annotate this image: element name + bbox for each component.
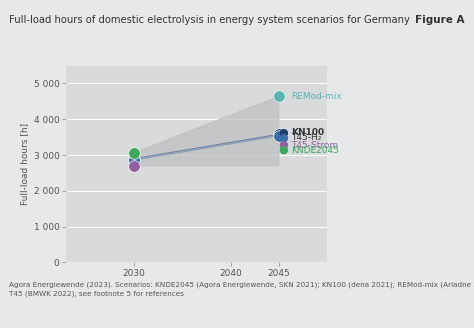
Text: Full-load hours of domestic electrolysis in energy system scenarios for Germany: Full-load hours of domestic electrolysis… bbox=[9, 15, 410, 25]
Point bbox=[130, 150, 138, 155]
Text: T45-Strom: T45-Strom bbox=[291, 140, 338, 150]
Text: ●: ● bbox=[279, 145, 288, 155]
Polygon shape bbox=[134, 96, 279, 166]
Point bbox=[275, 132, 283, 137]
Text: REMod-mix: REMod-mix bbox=[291, 92, 341, 101]
Text: ●: ● bbox=[279, 140, 288, 150]
Text: T45-H₂: T45-H₂ bbox=[291, 133, 321, 142]
Text: ●: ● bbox=[279, 132, 288, 142]
Text: Figure A: Figure A bbox=[415, 15, 465, 25]
Text: ●: ● bbox=[279, 127, 288, 137]
Text: KNDE2045: KNDE2045 bbox=[291, 146, 338, 154]
Point bbox=[130, 157, 138, 163]
Text: Agora Energiewende (2023). Scenarios: KNDE2045 (Agora Energiewende, SKN 2021); K: Agora Energiewende (2023). Scenarios: KN… bbox=[9, 282, 474, 297]
Point bbox=[275, 133, 283, 138]
Text: KN100: KN100 bbox=[291, 128, 324, 137]
Point bbox=[130, 163, 138, 168]
Y-axis label: Full-load hours [h]: Full-load hours [h] bbox=[20, 123, 29, 205]
Point bbox=[130, 156, 138, 161]
Point bbox=[275, 94, 283, 99]
